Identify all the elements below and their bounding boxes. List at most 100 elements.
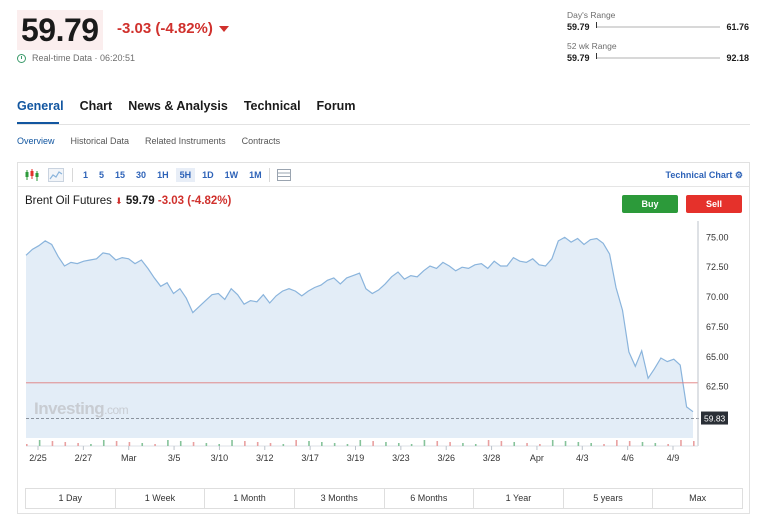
interval-5h[interactable]: 5H	[175, 167, 196, 182]
y-tick-label: 75.00	[706, 232, 729, 242]
x-tick-label: Apr	[530, 453, 544, 463]
tab-technical[interactable]: Technical	[243, 99, 301, 113]
range-1-day[interactable]: 1 Day	[26, 489, 116, 508]
down-arrow-icon: ⬇	[115, 196, 123, 206]
volume-bar	[51, 441, 54, 446]
days-range-label: Day's Range	[567, 10, 616, 20]
tab-chart[interactable]: Chart	[79, 99, 113, 113]
volume-bar	[539, 444, 541, 446]
instrument-name: Brent Oil Futures	[25, 195, 112, 207]
price-change-value: -3.03 (-4.82%)	[117, 20, 213, 37]
x-tick-label: 3/10	[211, 453, 229, 463]
volume-bar	[641, 442, 644, 446]
volume-bar	[526, 443, 528, 446]
x-tick-label: 4/6	[621, 453, 634, 463]
volume-bar	[513, 442, 516, 446]
buy-button[interactable]: Buy	[622, 195, 678, 213]
52wk-range: 52 wk Range 59.79 92.18	[567, 41, 749, 63]
volume-bar	[90, 444, 92, 446]
sell-button[interactable]: Sell	[686, 195, 742, 213]
interval-5[interactable]: 5	[99, 169, 105, 180]
volume-bar	[282, 444, 285, 446]
volume-bar	[590, 443, 592, 446]
x-tick-label: 2/27	[75, 453, 93, 463]
volume-bar	[26, 444, 28, 446]
volume-bar	[154, 444, 156, 446]
volume-bar	[654, 443, 657, 446]
volume-bar	[192, 442, 195, 446]
tab-general[interactable]: General	[17, 99, 64, 113]
instrument-change: -3.03 (-4.82%)	[157, 195, 232, 207]
y-tick-label: 67.50	[706, 322, 729, 332]
price-change: -3.03 (-4.82%)	[117, 20, 229, 37]
volume-bar	[359, 440, 362, 446]
price-area-fill	[26, 237, 693, 438]
watermark-main: Investing	[34, 399, 105, 418]
price-chart[interactable]: 75.00 72.50 70.00 67.50 65.00 62.50 59.83 2/25 2…	[18, 163, 749, 481]
volume-bar	[680, 440, 682, 446]
nav-divider	[17, 124, 750, 125]
volume-bar	[38, 440, 41, 446]
interval-1d[interactable]: 1D	[202, 169, 214, 180]
x-tick-label: 3/28	[483, 453, 501, 463]
table-icon[interactable]	[276, 168, 292, 182]
watermark-suffix: .com	[104, 403, 129, 417]
range-max[interactable]: Max	[689, 493, 707, 503]
area-chart-icon[interactable]	[48, 167, 64, 182]
interval-1w[interactable]: 1W	[224, 169, 239, 180]
volume-bar	[269, 443, 272, 446]
tab-news-analysis[interactable]: News & Analysis	[128, 99, 228, 113]
volume-bar	[77, 443, 79, 446]
subtab-historical-data[interactable]: Historical Data	[70, 136, 130, 146]
volume-bar	[616, 440, 618, 446]
volume-bar	[397, 443, 400, 446]
interval-1m[interactable]: 1M	[249, 169, 262, 180]
subtab-contracts[interactable]: Contracts	[241, 136, 281, 146]
range-1-week[interactable]: 1 Week	[116, 489, 206, 508]
volume-bar	[603, 444, 605, 446]
tab-forum[interactable]: Forum	[316, 99, 356, 113]
volume-bar	[167, 440, 169, 446]
x-tick-label: 3/19	[347, 453, 365, 463]
instrument-price: 59.79	[125, 195, 155, 207]
sub-nav: Overview Historical Data Related Instrum…	[17, 136, 280, 146]
volume-bar	[141, 443, 144, 446]
volume-bar	[128, 442, 131, 446]
days-range-bar	[595, 22, 721, 28]
x-tick-label: 3/5	[168, 453, 181, 463]
volume-bar	[436, 441, 439, 446]
time-range-tabs: 1 Day 1 Week 1 Month 3 Months 6 Months 1…	[25, 488, 743, 509]
volume-bar	[218, 444, 221, 446]
interval-15[interactable]: 15	[115, 169, 126, 180]
volume-bar	[295, 440, 297, 446]
52wk-range-low: 59.79	[567, 53, 590, 63]
volume-bar	[205, 443, 208, 446]
days-range-marker	[595, 22, 597, 28]
x-tick-label: 4/3	[576, 453, 589, 463]
x-tick-label: 2/25	[29, 453, 47, 463]
interval-1[interactable]: 1	[83, 169, 89, 180]
volume-bar	[564, 441, 567, 446]
range-3-months[interactable]: 3 Months	[295, 489, 385, 508]
range-1-month[interactable]: 1 Month	[205, 489, 295, 508]
range-6-months[interactable]: 6 Months	[385, 489, 475, 508]
interval-30[interactable]: 30	[136, 169, 147, 180]
volume-bar	[115, 441, 118, 446]
subtab-related-instruments[interactable]: Related Instruments	[145, 136, 226, 146]
volume-bar	[346, 444, 349, 446]
volume-bar	[449, 442, 451, 446]
subtab-overview[interactable]: Overview	[17, 136, 55, 146]
price-line	[25, 236, 694, 413]
range-1-year[interactable]: 1 Year	[474, 489, 564, 508]
volume-bar	[64, 442, 67, 446]
range-5-years[interactable]: 5 years	[564, 489, 654, 508]
main-nav: General Chart News & Analysis Technical …	[17, 99, 355, 113]
interval-1h[interactable]: 1H	[157, 169, 169, 180]
volume-bar	[256, 442, 259, 446]
down-arrow-icon	[218, 26, 229, 33]
technical-chart-link[interactable]: Technical Chart ⚙	[666, 170, 743, 181]
volume-bar	[693, 441, 695, 446]
volume-bar	[410, 444, 413, 446]
candlestick-icon[interactable]	[24, 168, 40, 182]
volume-bar	[551, 440, 554, 446]
